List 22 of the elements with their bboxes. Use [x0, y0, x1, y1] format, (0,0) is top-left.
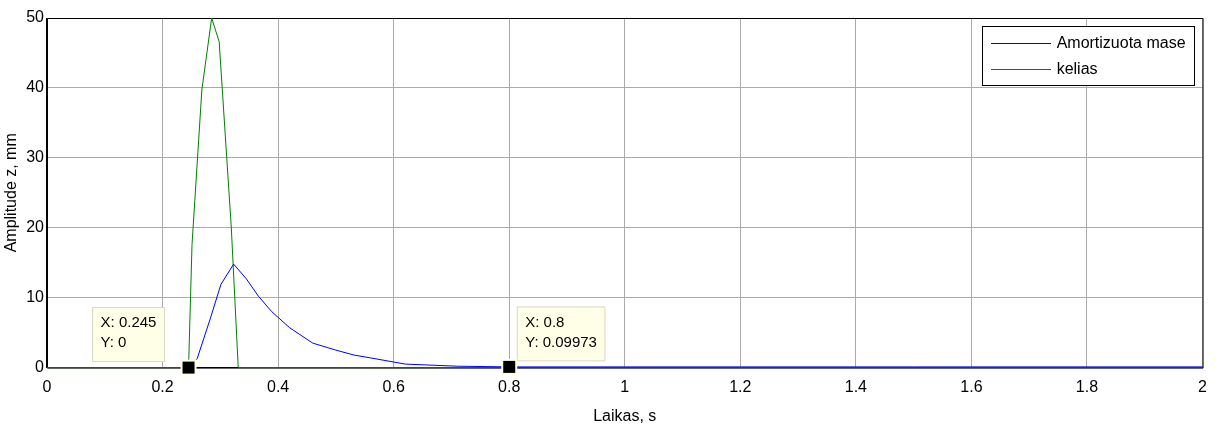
x-tick-label: 0.2	[151, 377, 174, 395]
y-tick-label: 50	[26, 8, 45, 26]
legend-label: kelias	[1056, 60, 1098, 78]
x-tick-label: 1.6	[960, 377, 983, 395]
x-tick-label: 1.4	[844, 377, 868, 395]
y-tick-label: 30	[26, 148, 45, 166]
x-tick-label: 0.6	[382, 377, 405, 395]
y-axis-title: Amplitude z, mm	[2, 133, 20, 253]
y-tick-label: 10	[26, 288, 45, 306]
x-tick-label: 0.8	[498, 377, 521, 395]
y-tick-label: 20	[26, 218, 45, 236]
x-tick-label: 1.2	[729, 377, 752, 395]
y-tick-label: 40	[26, 78, 45, 96]
x-tick-label: 0.4	[266, 377, 290, 395]
annotation: X: 0.8 Y: 0.09973	[525, 312, 597, 350]
x-tick-label: 1.8	[1075, 377, 1099, 395]
x-axis-title: Laikas, s	[593, 406, 657, 424]
legend-label: Amortizuota mase	[1056, 34, 1186, 52]
x-tick-label: 2	[1198, 377, 1208, 395]
annotation: X: 0.245 Y: 0	[100, 313, 157, 351]
y-tick-label: 0	[35, 358, 45, 376]
x-tick-label: 1	[620, 377, 630, 395]
